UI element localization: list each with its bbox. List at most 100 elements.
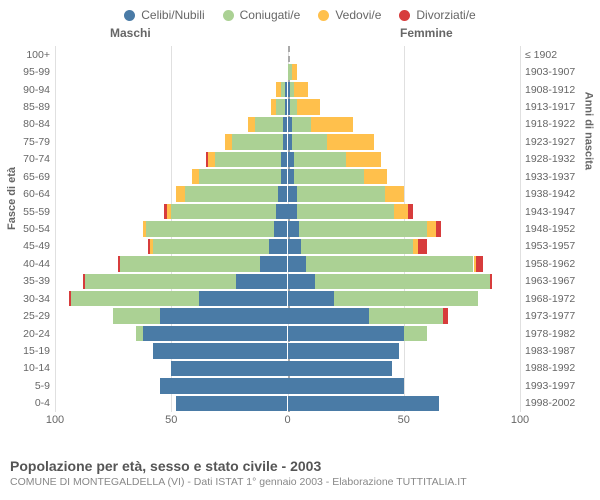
age-label: 25-29 <box>0 311 50 322</box>
bar-male <box>278 186 287 201</box>
bar-female <box>288 308 369 323</box>
population-pyramid-chart: Celibi/NubiliConiugati/eVedovi/eDivorzia… <box>0 0 600 500</box>
bar-male <box>176 396 288 411</box>
bar-female <box>436 221 441 236</box>
age-label: 45-49 <box>0 241 50 252</box>
birth-year-label: 1948-1952 <box>525 224 600 235</box>
age-row <box>55 325 520 342</box>
age-row <box>55 238 520 255</box>
birth-year-label: ≤ 1902 <box>525 50 600 61</box>
bar-male <box>85 274 236 289</box>
bar-male <box>185 186 278 201</box>
gridline <box>520 46 521 412</box>
bar-male <box>276 82 281 97</box>
legend-label: Celibi/Nubili <box>141 8 204 22</box>
bar-female <box>288 186 297 201</box>
legend-swatch <box>399 10 410 21</box>
birth-year-label: 1973-1977 <box>525 311 600 322</box>
bar-male <box>171 361 287 376</box>
bar-female <box>288 274 316 289</box>
bar-male <box>146 221 274 236</box>
bar-female <box>288 343 400 358</box>
bar-male <box>206 152 208 167</box>
birth-year-label: 1953-1957 <box>525 241 600 252</box>
bar-male <box>153 343 288 358</box>
legend-swatch <box>318 10 329 21</box>
bar-male <box>281 169 288 184</box>
bar-female <box>311 117 353 132</box>
bar-female <box>288 361 393 376</box>
bar-male <box>171 204 276 219</box>
bar-female <box>288 396 439 411</box>
bar-female <box>297 99 320 114</box>
chart-title: Popolazione per età, sesso e stato civil… <box>10 458 590 474</box>
bar-male <box>232 134 283 149</box>
bar-female <box>408 204 413 219</box>
bar-female <box>385 186 404 201</box>
bar-female <box>288 239 302 254</box>
bar-male <box>281 82 286 97</box>
birth-year-label: 1928-1932 <box>525 154 600 165</box>
bar-male <box>274 221 288 236</box>
bar-male <box>269 239 288 254</box>
bar-male <box>150 239 152 254</box>
bar-male <box>164 204 166 219</box>
age-label: 35-39 <box>0 276 50 287</box>
birth-year-label: 1933-1937 <box>525 172 600 183</box>
bar-female <box>288 152 295 167</box>
age-label: 40-44 <box>0 259 50 270</box>
bar-female <box>288 204 297 219</box>
bar-female <box>490 274 492 289</box>
birth-year-label: 1913-1917 <box>525 102 600 113</box>
bar-male <box>113 308 160 323</box>
chart-footer: Popolazione per età, sesso e stato civil… <box>10 458 590 488</box>
bar-female <box>292 134 327 149</box>
bar-male <box>276 99 285 114</box>
age-label: 75-79 <box>0 137 50 148</box>
legend-item: Vedovi/e <box>318 8 381 22</box>
bar-male <box>271 99 276 114</box>
age-label: 90-94 <box>0 85 50 96</box>
bar-male <box>118 256 120 271</box>
age-row <box>55 203 520 220</box>
bar-male <box>281 152 288 167</box>
birth-year-label: 1963-1967 <box>525 276 600 287</box>
birth-year-label: 1988-1992 <box>525 363 600 374</box>
birth-year-label: 1978-1982 <box>525 329 600 340</box>
x-axis-ticks: 10050050100 <box>55 414 520 428</box>
x-tick: 100 <box>511 414 529 426</box>
bar-male <box>208 152 215 167</box>
bar-female <box>443 308 448 323</box>
bar-male <box>83 274 85 289</box>
bar-male <box>160 308 288 323</box>
chart-subtitle: COMUNE DI MONTEGALDELLA (VI) - Dati ISTA… <box>10 476 590 488</box>
bar-male <box>199 291 287 306</box>
bar-female <box>292 117 311 132</box>
bar-female <box>288 326 404 341</box>
birth-year-label: 1983-1987 <box>525 346 600 357</box>
bar-male <box>69 291 71 306</box>
legend-item: Divorziati/e <box>399 8 475 22</box>
age-row <box>55 168 520 185</box>
bar-female <box>476 256 483 271</box>
bar-female <box>288 169 295 184</box>
birth-year-label: 1943-1947 <box>525 207 600 218</box>
bar-male <box>136 326 143 341</box>
bar-female <box>346 152 381 167</box>
bar-female <box>288 378 404 393</box>
age-row <box>55 133 520 150</box>
bar-female <box>290 99 297 114</box>
age-row <box>55 360 520 377</box>
bar-male <box>71 291 199 306</box>
age-row <box>55 81 520 98</box>
bar-female <box>294 82 308 97</box>
legend-swatch <box>223 10 234 21</box>
bar-female <box>404 326 427 341</box>
plot-area <box>55 46 520 412</box>
bar-female <box>297 186 385 201</box>
gender-headers: Maschi Femmine <box>0 26 600 42</box>
bar-male <box>215 152 280 167</box>
age-label: 60-64 <box>0 189 50 200</box>
bar-male <box>225 134 232 149</box>
age-label: 30-34 <box>0 294 50 305</box>
